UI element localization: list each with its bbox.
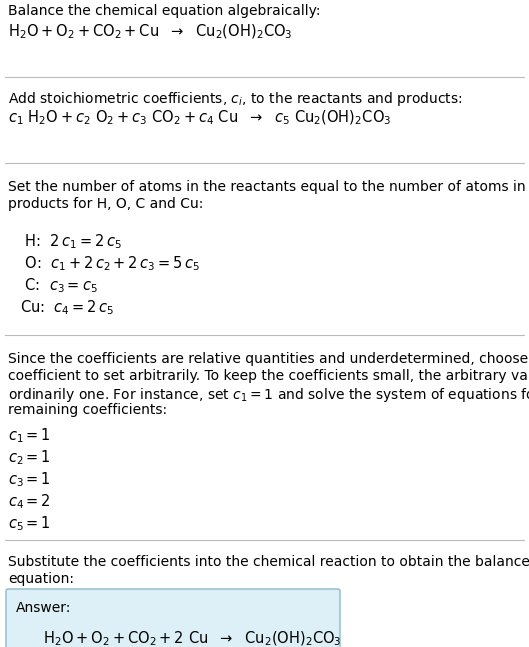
Text: equation:: equation: (8, 572, 74, 586)
Text: Cu:  $c_4 = 2\,c_5$: Cu: $c_4 = 2\,c_5$ (20, 298, 114, 316)
Text: $c_4 = 2$: $c_4 = 2$ (8, 492, 51, 510)
Text: Answer:: Answer: (16, 601, 71, 615)
Text: $\mathregular{H_2O + O_2 + CO_2 + Cu\ \ \rightarrow\ \ Cu_2(OH)_2CO_3}$: $\mathregular{H_2O + O_2 + CO_2 + Cu\ \ … (8, 23, 293, 41)
Text: H:  $2\,c_1 = 2\,c_5$: H: $2\,c_1 = 2\,c_5$ (20, 232, 122, 250)
Text: products for H, O, C and Cu:: products for H, O, C and Cu: (8, 197, 203, 211)
Text: coefficient to set arbitrarily. To keep the coefficients small, the arbitrary va: coefficient to set arbitrarily. To keep … (8, 369, 529, 383)
Text: Since the coefficients are relative quantities and underdetermined, choose a: Since the coefficients are relative quan… (8, 352, 529, 366)
Text: Add stoichiometric coefficients, $c_i$, to the reactants and products:: Add stoichiometric coefficients, $c_i$, … (8, 90, 463, 108)
Text: C:  $c_3 = c_5$: C: $c_3 = c_5$ (20, 276, 98, 294)
Text: $c_2 = 1$: $c_2 = 1$ (8, 448, 51, 466)
Text: $c_1 = 1$: $c_1 = 1$ (8, 426, 51, 444)
Text: $c_5 = 1$: $c_5 = 1$ (8, 514, 51, 532)
Text: remaining coefficients:: remaining coefficients: (8, 403, 167, 417)
Text: Substitute the coefficients into the chemical reaction to obtain the balanced: Substitute the coefficients into the che… (8, 555, 529, 569)
Text: O:  $c_1 + 2\,c_2 + 2\,c_3 = 5\,c_5$: O: $c_1 + 2\,c_2 + 2\,c_3 = 5\,c_5$ (20, 254, 200, 272)
Text: $c_3 = 1$: $c_3 = 1$ (8, 470, 51, 488)
FancyBboxPatch shape (6, 589, 340, 647)
Text: Set the number of atoms in the reactants equal to the number of atoms in the: Set the number of atoms in the reactants… (8, 180, 529, 194)
Text: $\mathregular{H_2O + O_2 + CO_2 + 2\ Cu\ \ \rightarrow\ \ Cu_2(OH)_2CO_3}$: $\mathregular{H_2O + O_2 + CO_2 + 2\ Cu\… (43, 630, 342, 647)
Text: Balance the chemical equation algebraically:: Balance the chemical equation algebraica… (8, 4, 321, 18)
Text: $c_1\ \mathregular{H_2O} + c_2\ \mathregular{O_2} + c_3\ \mathregular{CO_2} + c_: $c_1\ \mathregular{H_2O} + c_2\ \mathreg… (8, 109, 391, 127)
Text: ordinarily one. For instance, set $c_1 = 1$ and solve the system of equations fo: ordinarily one. For instance, set $c_1 =… (8, 386, 529, 404)
